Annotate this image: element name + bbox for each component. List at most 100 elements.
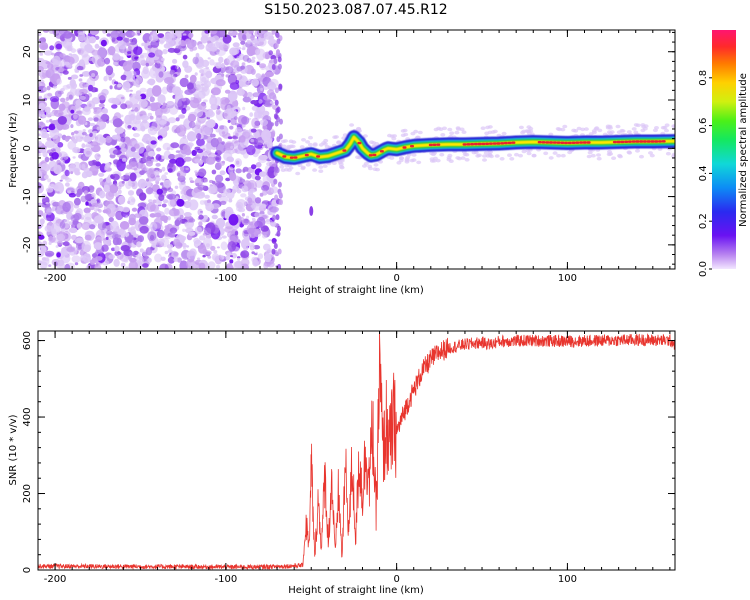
noise-blob (97, 203, 104, 208)
noise-blob (149, 34, 159, 42)
signal-core-segment (511, 141, 516, 144)
noise-blob (150, 39, 160, 48)
noise-blob (230, 146, 234, 149)
signal-core-segment (402, 146, 407, 149)
noise-blob (46, 137, 53, 142)
noise-blob (83, 207, 91, 214)
halo-blob (389, 156, 395, 160)
noise-blob (175, 117, 180, 122)
halo-blob (648, 151, 653, 155)
noise-blob (38, 234, 45, 240)
noise-blob (236, 88, 245, 96)
noise-blob (254, 175, 261, 181)
colorbar-tick-label: 0.2 (698, 213, 709, 229)
noise-blob (44, 106, 51, 114)
noise-blob (196, 138, 205, 147)
halo-blob (586, 154, 592, 159)
snr-x-label: Height of straight line (km) (288, 585, 424, 596)
halo-blob (590, 153, 596, 158)
noise-blob (278, 83, 283, 90)
noise-blob (53, 261, 58, 267)
noise-blob (104, 57, 111, 65)
noise-blob (168, 153, 176, 160)
noise-blob (108, 77, 112, 81)
noise-blob (132, 61, 141, 71)
noise-blob (232, 42, 240, 48)
colorbar-gradient (712, 30, 736, 269)
noise-blob (242, 106, 246, 111)
noise-blob (38, 82, 43, 86)
noise-blob (89, 132, 93, 137)
signal-core-segment (436, 143, 441, 146)
noise-blob (182, 33, 187, 36)
noise-blob (101, 244, 109, 252)
noise-blob (161, 174, 167, 181)
noise-blob (70, 48, 77, 53)
noise-blob (111, 134, 119, 140)
noise-blob (138, 216, 149, 225)
noise-blob (59, 221, 66, 229)
noise-blob (157, 238, 166, 244)
noise-blob (58, 67, 64, 73)
noise-blob (185, 167, 189, 171)
noise-blob (103, 184, 110, 193)
noise-blob (94, 43, 100, 49)
halo-blob (640, 123, 646, 127)
noise-blob (159, 263, 169, 269)
halo-blob (342, 133, 348, 137)
noise-blob (114, 182, 118, 187)
snr-series (38, 331, 675, 570)
noise-blob (102, 30, 107, 34)
noise-blob (166, 163, 176, 173)
noise-blob (44, 250, 55, 257)
halo-blob (594, 126, 600, 130)
noise-blob (140, 52, 149, 58)
noise-blob (74, 262, 79, 266)
noise-blob (147, 106, 152, 111)
noise-blob (88, 186, 95, 190)
noise-blob (94, 215, 104, 224)
noise-blob (121, 206, 130, 213)
noise-blob (223, 113, 228, 117)
halo-blob (387, 133, 392, 138)
noise-blob (74, 104, 81, 112)
noise-blob (82, 107, 91, 116)
noise-blob (84, 35, 92, 45)
noise-blob (168, 254, 172, 258)
noise-blob (210, 46, 215, 52)
noise-blob (215, 128, 220, 133)
noise-blob (65, 97, 70, 101)
noise-blob (270, 221, 277, 227)
noise-blob (38, 72, 43, 76)
noise-blob (168, 103, 179, 115)
noise-blob (257, 37, 267, 47)
noise-blob (234, 264, 238, 267)
signal-core-segment (549, 141, 553, 144)
signal-core-segment (428, 143, 433, 147)
signal-core-segment (616, 140, 621, 144)
noise-blob (193, 93, 199, 98)
x-tick-label: 100 (558, 273, 577, 284)
noise-blob (273, 113, 278, 120)
noise-blob (158, 194, 165, 201)
noise-blob (270, 42, 275, 48)
noise-blob (148, 199, 153, 203)
noise-blob (126, 235, 135, 244)
noise-blob (271, 248, 276, 255)
noise-blob (120, 74, 127, 81)
halo-blob (399, 156, 405, 160)
noise-blob (100, 39, 107, 47)
noise-blob (254, 211, 260, 218)
noise-blob (49, 45, 55, 51)
noise-blob (217, 222, 225, 229)
noise-blob (89, 259, 96, 265)
noise-blob (269, 161, 277, 169)
noise-blob (53, 109, 64, 117)
noise-blob (176, 170, 187, 178)
halo-blob (464, 152, 470, 157)
halo-blob (455, 156, 461, 160)
noise-blob (72, 156, 76, 159)
halo-blob (318, 169, 324, 173)
noise-blob (228, 30, 233, 34)
noise-blob (38, 133, 41, 136)
